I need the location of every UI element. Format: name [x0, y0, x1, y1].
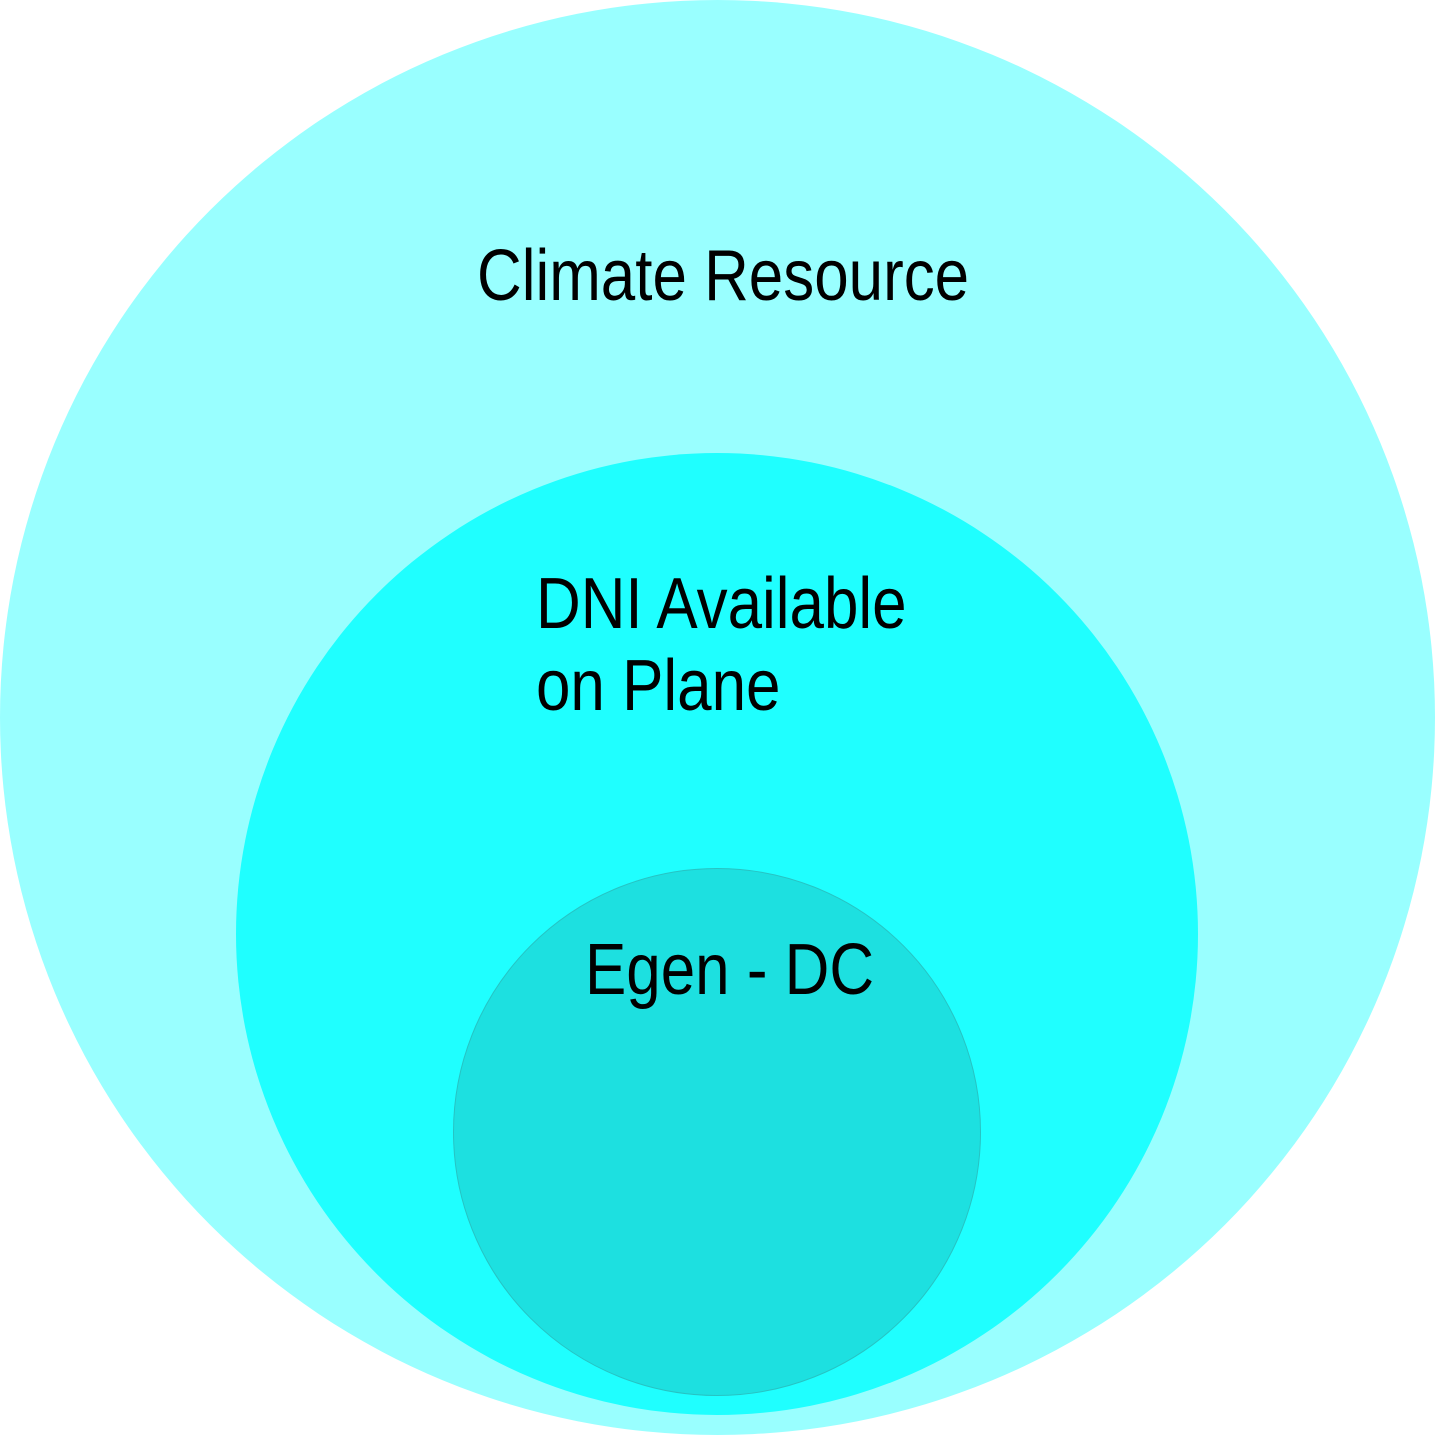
egen-dc-label: Egen - DC — [585, 930, 875, 1010]
egen-dc-circle — [453, 868, 981, 1396]
dni-available-label-line2: on Plane — [536, 646, 781, 726]
dni-available-label-line1: DNI Available — [536, 564, 907, 644]
climate-resource-label: Climate Resource — [477, 236, 970, 316]
dni-available-label: DNI Available on Plane — [536, 563, 907, 727]
